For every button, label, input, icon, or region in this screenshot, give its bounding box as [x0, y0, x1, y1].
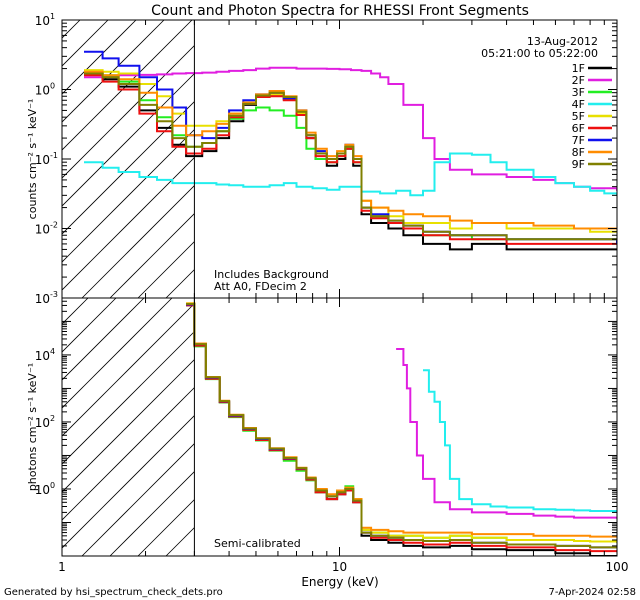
footer-timestamp: 7-Apr-2024 02:58 [549, 587, 636, 598]
y-tick-label-counts: 10 [35, 223, 50, 237]
hatch-line [62, 20, 137, 95]
annotation-background: Includes Background [214, 268, 329, 281]
counts-series-2f [84, 66, 617, 191]
legend-label-1f: 1F [572, 62, 585, 75]
date-label: 13-Aug-2012 [527, 35, 598, 48]
legend-label-6f: 6F [572, 122, 585, 135]
hatch-line [62, 298, 145, 381]
x-tick-label: 1 [58, 560, 66, 574]
y-tick-label-photons: 10 [35, 349, 50, 363]
y-tick-exponent-counts: -2 [50, 221, 58, 230]
hatch-line [62, 298, 117, 353]
y-tick-exponent-photons: 2 [50, 414, 55, 423]
legend-label-9f: 9F [572, 158, 585, 171]
footer-generator: Generated by hsi_spectrum_check_dets.pro [4, 587, 223, 598]
chart-title: Count and Photon Spectra for RHESSI Fron… [151, 3, 529, 19]
hatch-mask [194, 20, 617, 298]
y-axis-label-counts: counts cm⁻² s⁻¹ keV⁻¹ [26, 99, 39, 220]
hatch-line [62, 298, 201, 437]
y-tick-exponent-counts: -1 [50, 151, 58, 160]
photons-series-4f [423, 369, 617, 512]
photons-series-9f [186, 303, 617, 549]
hatch-line [62, 298, 229, 465]
x-tick-label: 100 [606, 560, 629, 574]
hatch-line [0, 298, 4, 556]
y-tick-label-photons: 10 [35, 483, 50, 497]
y-tick-exponent-counts: 0 [50, 82, 55, 91]
counts-series-group [84, 50, 617, 251]
y-tick-label-counts: 10 [35, 14, 50, 28]
info-block: 13-Aug-2012 05:21:00 to 05:22:00 [481, 35, 598, 60]
photons-series-2f [396, 348, 617, 519]
y-tick-label-counts: 10 [35, 84, 50, 98]
legend-label-4f: 4F [572, 98, 585, 111]
x-axis-label: Energy (keV) [301, 575, 378, 589]
y-tick-label-counts: 10 [35, 153, 50, 167]
y-axis-label-photons: photons cm⁻² s⁻¹ keV⁻¹ [26, 363, 39, 491]
counts-series-6f [84, 74, 617, 245]
counts-series-4f [84, 152, 617, 197]
x-tick-label: 10 [332, 560, 347, 574]
y-tick-exponent-photons: 0 [50, 481, 55, 490]
time-range-label: 05:21:00 to 05:22:00 [481, 47, 598, 60]
legend-label-5f: 5F [572, 110, 585, 123]
y-tick-exponent-counts: -3 [50, 290, 58, 299]
hatch-line [0, 20, 24, 298]
hatched-region-top [0, 20, 617, 298]
y-tick-label-counts: 10 [35, 292, 50, 306]
legend-label-2f: 2F [572, 74, 585, 87]
hatch-mask [194, 298, 617, 556]
hatched-region-bottom [0, 298, 617, 556]
photons-series-group [186, 302, 617, 556]
y-tick-exponent-counts: 1 [50, 12, 55, 21]
hatch-line [62, 20, 165, 123]
hatch-line [62, 20, 193, 151]
y-tick-label-photons: 10 [35, 416, 50, 430]
counts-series-8f [84, 70, 617, 230]
annotation-attenuator: Att A0, FDecim 2 [214, 280, 307, 293]
legend-label-3f: 3F [572, 86, 585, 99]
y-tick-exponent-photons: 4 [50, 347, 55, 356]
legend-label-8f: 8F [572, 146, 585, 159]
hatch-line [62, 298, 173, 409]
hatch-line [62, 20, 221, 179]
annotation-calibration: Semi-calibrated [214, 537, 301, 550]
legend-label-7f: 7F [572, 134, 585, 147]
counts-series-9f [84, 72, 617, 241]
